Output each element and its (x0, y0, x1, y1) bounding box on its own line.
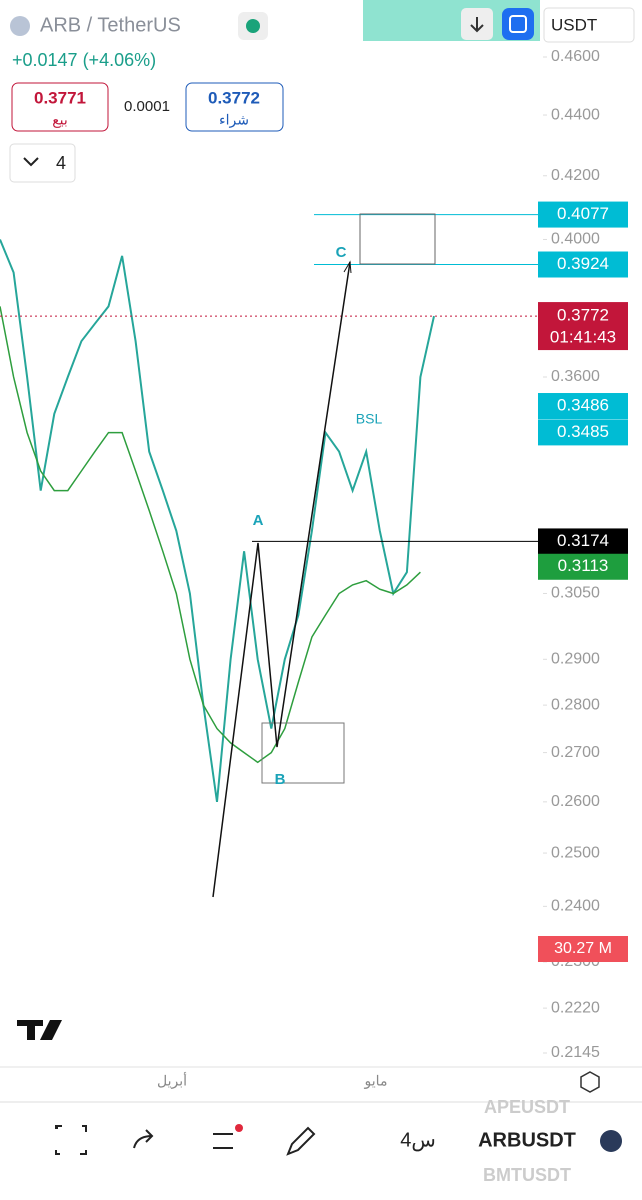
tv-logo (17, 1020, 62, 1040)
interval: 4 (56, 153, 66, 173)
share-icon[interactable] (133, 1129, 154, 1149)
status-dot (246, 19, 260, 33)
toolbar-symbol[interactable]: ARBUSDT (478, 1129, 576, 1151)
label-b: B (275, 771, 286, 788)
chart: 0.4600 0.4400 0.4200 0.4000 0.3600 0.3050 0.29… (0, 48, 628, 1061)
settings-icon[interactable] (580, 1071, 600, 1093)
x-label: مايو (364, 1073, 388, 1090)
chevron (23, 157, 39, 167)
level-label: 0.3486 (557, 396, 609, 415)
level-box (538, 419, 628, 446)
level-label: 0.3113 (558, 556, 609, 575)
label-c: C (336, 244, 347, 261)
price-line (0, 306, 421, 764)
volume-label: 30.27 M (554, 940, 612, 957)
layout-icon (509, 15, 527, 33)
y-tick-label: 0.2220 (551, 999, 600, 1016)
spread: 0.0001 (124, 98, 170, 115)
volume-box (538, 936, 628, 962)
symbol-icon (600, 1130, 622, 1152)
toolbar-interval[interactable]: 4س (400, 1129, 436, 1151)
y-tick-label: 0.2600 (551, 793, 600, 810)
next-symbol: BMTUSDT (483, 1165, 571, 1185)
buy-price: 0.3772 (208, 88, 260, 107)
y-tick-label: 0.4000 (551, 231, 600, 248)
y-tick-label: 0.2400 (551, 898, 600, 915)
currency-btn[interactable] (543, 7, 635, 43)
level-box (538, 393, 628, 420)
buy-btn[interactable] (185, 82, 284, 132)
down-icon (470, 17, 484, 33)
indicators-icon[interactable] (213, 1133, 233, 1149)
y-tick-label: 0.2145 (551, 1044, 600, 1061)
indicator-dot (235, 1124, 243, 1132)
level-box (538, 251, 628, 278)
label-a: A (253, 512, 264, 529)
x-label: أبريل (157, 1071, 187, 1090)
buy-label: شراء (219, 112, 249, 129)
change: +0.0147 (+4.06%) (12, 50, 156, 70)
level-box (538, 302, 628, 351)
layout-btn[interactable] (502, 8, 534, 40)
pair: ARB / TetherUS (40, 14, 181, 36)
y-tick-label: 0.4200 (551, 167, 600, 184)
sell-btn[interactable] (11, 82, 109, 132)
y-tick-label: 0.3600 (551, 368, 600, 385)
draw-icon[interactable] (286, 1126, 316, 1156)
y-tick-label: 0.2700 (551, 744, 600, 761)
level-box (538, 201, 628, 228)
level-label: 0.3924 (557, 254, 609, 273)
prev-symbol: APEUSDT (484, 1097, 570, 1117)
demand-box (261, 722, 345, 784)
label-bsl: BSL (356, 411, 383, 427)
interval-btn[interactable] (9, 143, 76, 183)
currency: USDT (551, 15, 597, 34)
y-tick-label: 0.2900 (551, 651, 600, 668)
coin-icon (10, 16, 30, 36)
y-tick-label: 0.3050 (551, 585, 600, 602)
level-box (538, 528, 628, 555)
y-tick-label: 0.4400 (551, 106, 600, 123)
level-label: 0.3174 (557, 531, 609, 550)
level-label: 0.4077 (557, 204, 609, 223)
abc-path (212, 261, 351, 898)
countdown: 01:41:43 (550, 328, 616, 347)
arrow-head (343, 260, 352, 274)
level-label: 0.3485 (557, 422, 609, 441)
price-line (0, 239, 435, 803)
y-tick-label: 0.2500 (551, 844, 600, 861)
target-box (359, 213, 436, 265)
sell-price: 0.3771 (34, 88, 86, 107)
y-tick-label: 0.4600 (551, 48, 600, 65)
sell-label: بيع (52, 112, 68, 129)
level-box (538, 553, 628, 580)
fullscreen-icon[interactable] (55, 1125, 87, 1155)
y-tick-label: 0.2800 (551, 696, 600, 713)
level-label: 0.3772 (557, 306, 609, 325)
